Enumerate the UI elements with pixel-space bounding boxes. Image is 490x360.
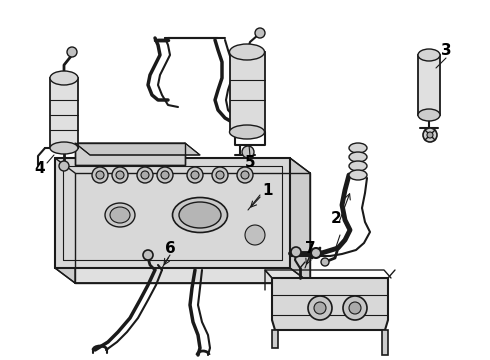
Ellipse shape	[179, 202, 221, 228]
Bar	[230, 52, 265, 132]
Bar	[50, 78, 78, 148]
Circle shape	[308, 296, 332, 320]
Ellipse shape	[110, 207, 130, 223]
Ellipse shape	[172, 198, 227, 233]
Polygon shape	[75, 143, 200, 155]
Circle shape	[255, 28, 265, 38]
Circle shape	[237, 167, 253, 183]
Ellipse shape	[418, 49, 440, 61]
Polygon shape	[75, 143, 185, 165]
Circle shape	[116, 171, 124, 179]
Circle shape	[212, 167, 228, 183]
Circle shape	[343, 296, 367, 320]
Circle shape	[112, 167, 128, 183]
Circle shape	[242, 146, 254, 158]
Circle shape	[427, 132, 433, 138]
Text: 5: 5	[245, 154, 255, 170]
Circle shape	[423, 128, 437, 142]
Circle shape	[191, 171, 199, 179]
Circle shape	[96, 171, 104, 179]
Text: 6: 6	[165, 240, 175, 256]
Polygon shape	[382, 330, 388, 355]
Circle shape	[137, 167, 153, 183]
Text: 4: 4	[35, 161, 45, 176]
Ellipse shape	[229, 44, 265, 60]
Circle shape	[291, 247, 301, 257]
Ellipse shape	[349, 161, 367, 171]
Text: 7: 7	[305, 240, 315, 256]
Circle shape	[321, 258, 329, 266]
Ellipse shape	[349, 152, 367, 162]
Polygon shape	[272, 278, 388, 330]
Circle shape	[143, 250, 153, 260]
Text: 3: 3	[441, 42, 451, 58]
Polygon shape	[55, 158, 75, 283]
Circle shape	[311, 248, 321, 258]
Circle shape	[161, 171, 169, 179]
Polygon shape	[290, 158, 310, 283]
Circle shape	[349, 302, 361, 314]
Polygon shape	[75, 173, 310, 283]
Ellipse shape	[349, 143, 367, 153]
Text: 1: 1	[263, 183, 273, 198]
Circle shape	[241, 171, 249, 179]
Text: 2: 2	[331, 211, 342, 225]
Circle shape	[245, 225, 265, 245]
Ellipse shape	[229, 125, 265, 139]
Ellipse shape	[50, 142, 78, 154]
Circle shape	[141, 171, 149, 179]
Ellipse shape	[105, 203, 135, 227]
Polygon shape	[55, 158, 290, 268]
Circle shape	[67, 47, 77, 57]
Circle shape	[92, 167, 108, 183]
Circle shape	[59, 161, 69, 171]
Ellipse shape	[418, 109, 440, 121]
Circle shape	[157, 167, 173, 183]
Circle shape	[187, 167, 203, 183]
Ellipse shape	[50, 71, 78, 85]
Circle shape	[216, 171, 224, 179]
Bar	[418, 55, 440, 115]
Polygon shape	[272, 330, 278, 348]
Ellipse shape	[349, 170, 367, 180]
Circle shape	[314, 302, 326, 314]
